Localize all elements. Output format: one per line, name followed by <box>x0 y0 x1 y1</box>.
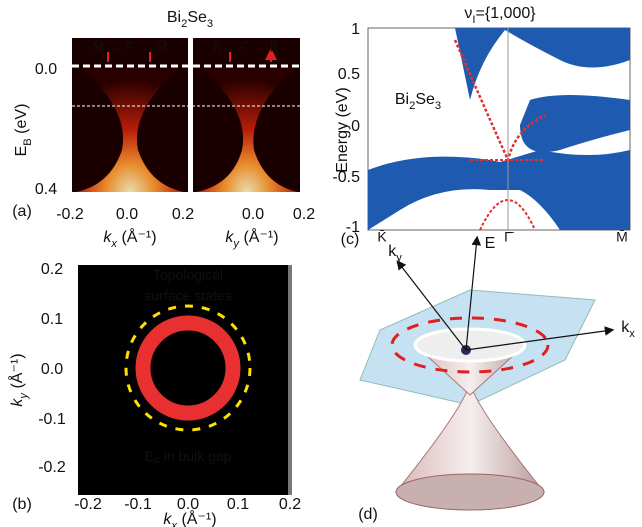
panel-label: (a) <box>12 203 32 220</box>
y-label-part: y <box>18 392 30 400</box>
y-label: EB (eV) <box>13 104 34 157</box>
y-tick-label: 0.1 <box>41 311 63 328</box>
x-tick-label: 0.1 <box>227 496 249 513</box>
x-label-part: k <box>103 229 112 246</box>
spin-texture <box>78 265 292 495</box>
axis-label-part: y <box>396 252 402 264</box>
y-label-part: (eV) <box>13 104 30 139</box>
panel-label: (b) <box>12 496 32 513</box>
y-tick-label: 0.0 <box>41 361 63 378</box>
x-tick-label: K̄ <box>377 229 387 245</box>
x-label: ky (Å⁻¹) <box>225 227 278 250</box>
x-tick-label: 0.0 <box>177 496 199 513</box>
x-label-part: k <box>163 511 172 527</box>
annotation: EF in bulk gap <box>145 448 232 468</box>
x-tick-label: M̄ <box>616 229 628 245</box>
y-label-part: (Å⁻¹) <box>7 353 26 393</box>
arpes-images <box>72 38 300 192</box>
figure-title: Bi2Se3 <box>167 9 213 30</box>
annotation: Topological <box>153 267 223 283</box>
figure-title-part: Bi <box>167 9 181 26</box>
annotation: surface states <box>144 288 231 304</box>
header: M̄ ← Γ̄ → M̄ <box>93 39 168 55</box>
axis-label-part: k <box>388 243 397 260</box>
x-tick-label: 0.2 <box>172 206 194 223</box>
panel-title-part: ={1,000} <box>476 5 537 22</box>
y-tick-label: -1 <box>346 219 360 236</box>
x-tick-label: 0.2 <box>293 206 315 223</box>
x-tick-label: Γ̄ <box>504 229 514 245</box>
y-label-part: B <box>22 138 34 145</box>
y-label: ky (Å⁻¹) <box>7 353 30 406</box>
y-label: Energy (eV) <box>334 87 351 172</box>
x-label-part: x <box>110 238 117 250</box>
axis-label: E <box>485 235 496 252</box>
y-tick-label: 0 <box>351 118 360 135</box>
y-tick-label: 1 <box>351 21 360 38</box>
annotation-part: in bulk gap <box>160 448 232 464</box>
y-tick-label: -0.2 <box>38 459 66 476</box>
x-tick-label: 0.0 <box>242 206 264 223</box>
annotation-part: 2 <box>409 100 415 112</box>
x-label: kx (Å⁻¹) <box>163 509 216 527</box>
panel-label: (c) <box>341 231 360 248</box>
axis-label-part: k <box>621 319 630 336</box>
y-tick-label: 0.4 <box>35 181 57 198</box>
annotation: Bi2Se3 <box>395 91 441 112</box>
annotation-part: 3 <box>435 100 441 112</box>
x-label-part: (Å⁻¹) <box>239 227 279 246</box>
axis-label: kx <box>621 319 635 340</box>
x-label-part: (Å⁻¹) <box>117 227 157 246</box>
axis-label-part: x <box>629 328 635 340</box>
x-tick-label: 0.2 <box>279 496 301 513</box>
y-tick-label: 0.0 <box>35 61 57 78</box>
axis-label: ky <box>388 243 402 264</box>
y-tick-label: -0.5 <box>332 169 360 186</box>
y-tick-label: 0.5 <box>338 66 360 83</box>
figure-title-part: Se <box>187 9 207 26</box>
header: K̄← Γ̄ → K̄ <box>213 39 280 55</box>
figure-title-part: 3 <box>207 18 213 30</box>
x-label-part: x <box>170 520 177 527</box>
x-tick-label: -0.2 <box>56 206 84 223</box>
x-label-part: (Å⁻¹) <box>177 509 217 527</box>
annotation-part: F <box>154 457 160 468</box>
band-structure <box>367 27 631 231</box>
x-label-part: k <box>225 229 234 246</box>
x-tick-label: -0.2 <box>74 496 102 513</box>
panel-title-part: ν <box>464 5 472 22</box>
x-tick-label: -0.1 <box>124 496 152 513</box>
y-label-part: k <box>9 398 26 407</box>
annotation-part: Bi <box>395 91 409 108</box>
panel-title-part: I <box>472 14 475 26</box>
y-tick-label: -0.1 <box>38 411 66 428</box>
figure-title-part: 2 <box>181 18 187 30</box>
x-label: kx (Å⁻¹) <box>103 227 156 250</box>
y-tick-label: 0.2 <box>41 261 63 278</box>
annotation-part: E <box>145 448 154 464</box>
x-label-part: y <box>232 238 240 250</box>
x-tick-label: 0.0 <box>116 206 138 223</box>
y-label-part: E <box>13 146 30 157</box>
panel-title: νI={1,000} <box>464 5 536 26</box>
panel-label: (d) <box>358 506 378 523</box>
dirac-cone <box>359 235 615 511</box>
annotation-part: Se <box>415 91 435 108</box>
